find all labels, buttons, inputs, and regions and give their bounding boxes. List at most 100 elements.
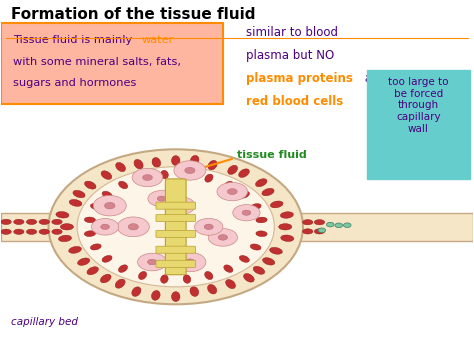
Ellipse shape [132,287,141,296]
Ellipse shape [48,149,303,304]
Ellipse shape [143,175,152,180]
Ellipse shape [161,275,168,283]
Text: sugars and hormones: sugars and hormones [13,78,137,88]
Ellipse shape [14,219,24,224]
Ellipse shape [148,191,175,207]
Ellipse shape [318,228,326,233]
Ellipse shape [238,169,249,178]
Ellipse shape [118,181,128,189]
Ellipse shape [250,244,261,250]
Ellipse shape [147,259,157,265]
Ellipse shape [137,253,167,271]
Ellipse shape [208,229,237,246]
Ellipse shape [39,219,49,224]
Ellipse shape [183,275,191,283]
Ellipse shape [239,256,249,262]
Text: capillary bed: capillary bed [11,317,78,327]
Ellipse shape [56,212,69,218]
Ellipse shape [270,247,283,254]
FancyBboxPatch shape [156,246,196,253]
Ellipse shape [115,279,125,288]
Polygon shape [293,213,473,241]
FancyBboxPatch shape [165,179,186,275]
Ellipse shape [190,286,199,296]
Ellipse shape [302,229,313,234]
Ellipse shape [116,163,126,171]
Ellipse shape [302,220,313,225]
Ellipse shape [224,181,233,189]
Ellipse shape [60,224,73,230]
Ellipse shape [101,171,112,179]
FancyBboxPatch shape [366,70,470,179]
Ellipse shape [224,265,233,272]
Ellipse shape [69,246,82,253]
Ellipse shape [118,265,128,272]
Ellipse shape [39,229,49,234]
Ellipse shape [263,258,275,265]
Ellipse shape [27,229,36,234]
Ellipse shape [138,174,147,182]
Ellipse shape [100,274,111,283]
Ellipse shape [172,155,180,165]
Text: Formation of the tissue fluid: Formation of the tissue fluid [11,7,255,22]
Ellipse shape [166,197,195,214]
Ellipse shape [73,190,85,198]
Ellipse shape [84,217,96,223]
Ellipse shape [157,196,166,201]
Text: with some mineral salts, fats,: with some mineral salts, fats, [13,57,181,67]
Ellipse shape [314,220,325,225]
Ellipse shape [77,167,274,287]
Ellipse shape [256,231,267,236]
Ellipse shape [58,235,72,242]
Ellipse shape [262,189,274,196]
Polygon shape [1,213,58,241]
Ellipse shape [204,224,213,230]
Ellipse shape [217,182,247,201]
Ellipse shape [327,222,334,227]
FancyBboxPatch shape [156,260,196,267]
Ellipse shape [191,155,199,165]
FancyBboxPatch shape [156,230,196,237]
Ellipse shape [205,272,213,280]
Ellipse shape [281,235,294,241]
Text: Tissue fluid is mainly: Tissue fluid is mainly [13,35,136,45]
Ellipse shape [91,244,101,250]
Ellipse shape [93,196,126,216]
Ellipse shape [138,272,146,279]
Ellipse shape [228,189,237,195]
Ellipse shape [205,174,213,182]
Ellipse shape [152,290,160,300]
Ellipse shape [117,217,149,237]
Ellipse shape [134,159,143,169]
Ellipse shape [239,191,249,198]
Ellipse shape [195,218,223,235]
Text: tissue fluid: tissue fluid [237,149,307,160]
Ellipse shape [102,256,112,262]
Ellipse shape [91,219,118,235]
Text: water: water [142,35,174,45]
Ellipse shape [344,223,351,228]
Ellipse shape [335,223,343,228]
Ellipse shape [27,219,36,224]
Text: similar to blood: similar to blood [246,26,338,39]
FancyBboxPatch shape [156,202,196,209]
Text: plasma proteins: plasma proteins [246,72,353,85]
FancyBboxPatch shape [156,214,196,222]
Ellipse shape [185,167,195,174]
Ellipse shape [280,212,293,218]
Ellipse shape [314,229,325,234]
Ellipse shape [1,229,11,234]
Ellipse shape [132,168,163,187]
Text: and: and [361,72,387,85]
Ellipse shape [233,204,260,221]
Ellipse shape [218,235,228,240]
Ellipse shape [69,200,82,206]
Ellipse shape [208,284,217,294]
Ellipse shape [208,160,217,170]
Ellipse shape [84,181,96,189]
Text: too large to
be forced
through
capillary
wall: too large to be forced through capillary… [388,77,449,133]
Ellipse shape [279,224,292,230]
Ellipse shape [78,258,90,265]
Ellipse shape [270,201,283,208]
Ellipse shape [228,165,237,174]
